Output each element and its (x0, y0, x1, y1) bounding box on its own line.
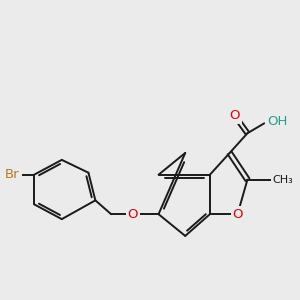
Text: Br: Br (5, 168, 20, 181)
Text: O: O (229, 109, 240, 122)
Text: O: O (128, 208, 138, 221)
Text: OH: OH (267, 116, 287, 128)
Text: CH₃: CH₃ (273, 175, 293, 184)
Text: O: O (232, 208, 243, 221)
